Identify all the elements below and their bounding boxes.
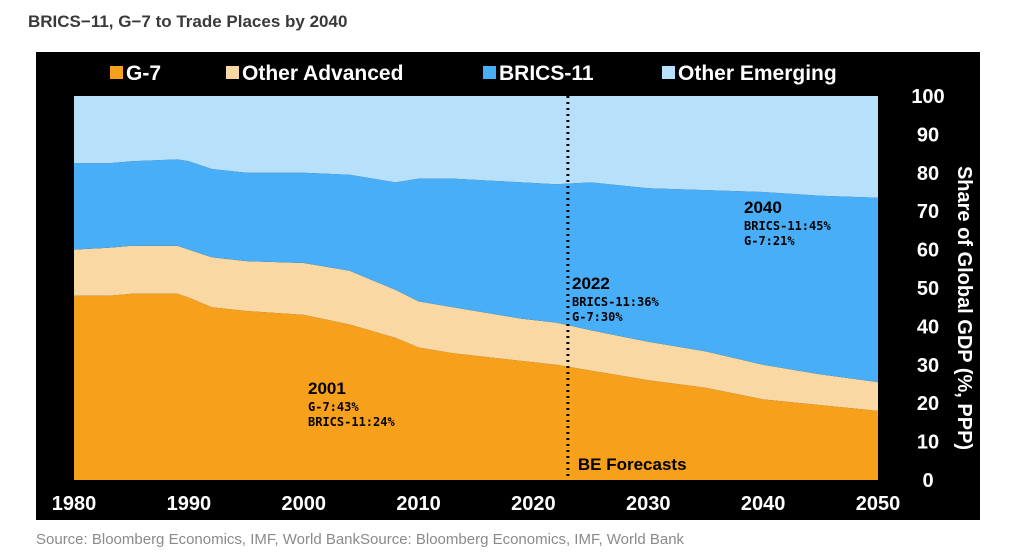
- x-axis-ticks: 1980 1990 2000 2010 2020 2030 2040 2050: [52, 493, 901, 515]
- annotation-line: BRICS-11:36%: [572, 295, 659, 309]
- x-tick-label: 1980: [52, 493, 97, 515]
- x-tick-label: 2010: [396, 493, 441, 515]
- x-tick-label: 2020: [511, 493, 556, 515]
- y-tick-label: 100: [911, 86, 944, 108]
- legend-label-other-emerging: Other Emerging: [678, 62, 837, 85]
- area-g7: [74, 293, 878, 480]
- y-tick-label: 60: [917, 240, 939, 262]
- x-tick-label: 2030: [626, 493, 671, 515]
- legend-swatch-g7: [110, 66, 123, 79]
- y-tick-label: 50: [917, 278, 939, 300]
- x-tick-label: 2050: [856, 493, 901, 515]
- y-axis-ticks: 0 10 20 30 40 50 60 70 80 90 100: [911, 86, 944, 492]
- y-tick-label: 40: [917, 316, 939, 338]
- y-axis-label: Share of Global GDP (%, PPP): [953, 166, 975, 450]
- annotation-year: 2001: [308, 379, 346, 398]
- annotation-line: BRICS-11:24%: [308, 415, 395, 429]
- legend: G-7 Other Advanced BRICS-11 Other Emergi…: [110, 62, 837, 85]
- y-tick-label: 10: [917, 432, 939, 454]
- chart-title: BRICS−11, G−7 to Trade Places by 2040: [28, 12, 348, 31]
- y-tick-label: 80: [917, 163, 939, 185]
- y-tick-label: 70: [917, 201, 939, 223]
- series-areas: [74, 96, 878, 480]
- annotation-line: G-7:30%: [572, 310, 623, 324]
- annotation-2022: 2022 BRICS-11:36% G-7:30%: [572, 274, 659, 324]
- legend-label-other-advanced: Other Advanced: [242, 62, 403, 85]
- forecast-label: BE Forecasts: [578, 455, 687, 474]
- legend-swatch-other-advanced: [226, 66, 239, 79]
- annotation-year: 2022: [572, 274, 610, 293]
- legend-label-brics: BRICS-11: [499, 62, 594, 85]
- x-tick-label: 2000: [281, 493, 326, 515]
- annotation-line: BRICS-11:45%: [744, 219, 831, 233]
- annotation-2001: 2001 G-7:43% BRICS-11:24%: [308, 379, 395, 429]
- legend-swatch-brics: [483, 66, 496, 79]
- chart-panel: BE Forecasts G-7 Other Advanced BRICS-11…: [36, 52, 980, 520]
- y-tick-label: 30: [917, 355, 939, 377]
- legend-label-g7: G-7: [126, 62, 161, 85]
- x-tick-label: 1990: [167, 493, 212, 515]
- area-other-emerging: [74, 96, 878, 198]
- x-tick-label: 2040: [741, 493, 786, 515]
- y-tick-label: 90: [917, 124, 939, 146]
- y-tick-label: 20: [917, 393, 939, 415]
- legend-swatch-other-emerging: [662, 66, 675, 79]
- area-other-advanced: [74, 245, 878, 411]
- area-brics: [74, 159, 878, 383]
- annotation-line: G-7:43%: [308, 400, 359, 414]
- annotation-line: G-7:21%: [744, 234, 795, 248]
- source-note: Source: Bloomberg Economics, IMF, World …: [36, 531, 685, 548]
- y-tick-label: 0: [922, 470, 933, 492]
- stacked-area-chart: BE Forecasts G-7 Other Advanced BRICS-11…: [52, 62, 975, 515]
- annotation-year: 2040: [744, 198, 782, 217]
- annotation-2040: 2040 BRICS-11:45% G-7:21%: [744, 198, 831, 248]
